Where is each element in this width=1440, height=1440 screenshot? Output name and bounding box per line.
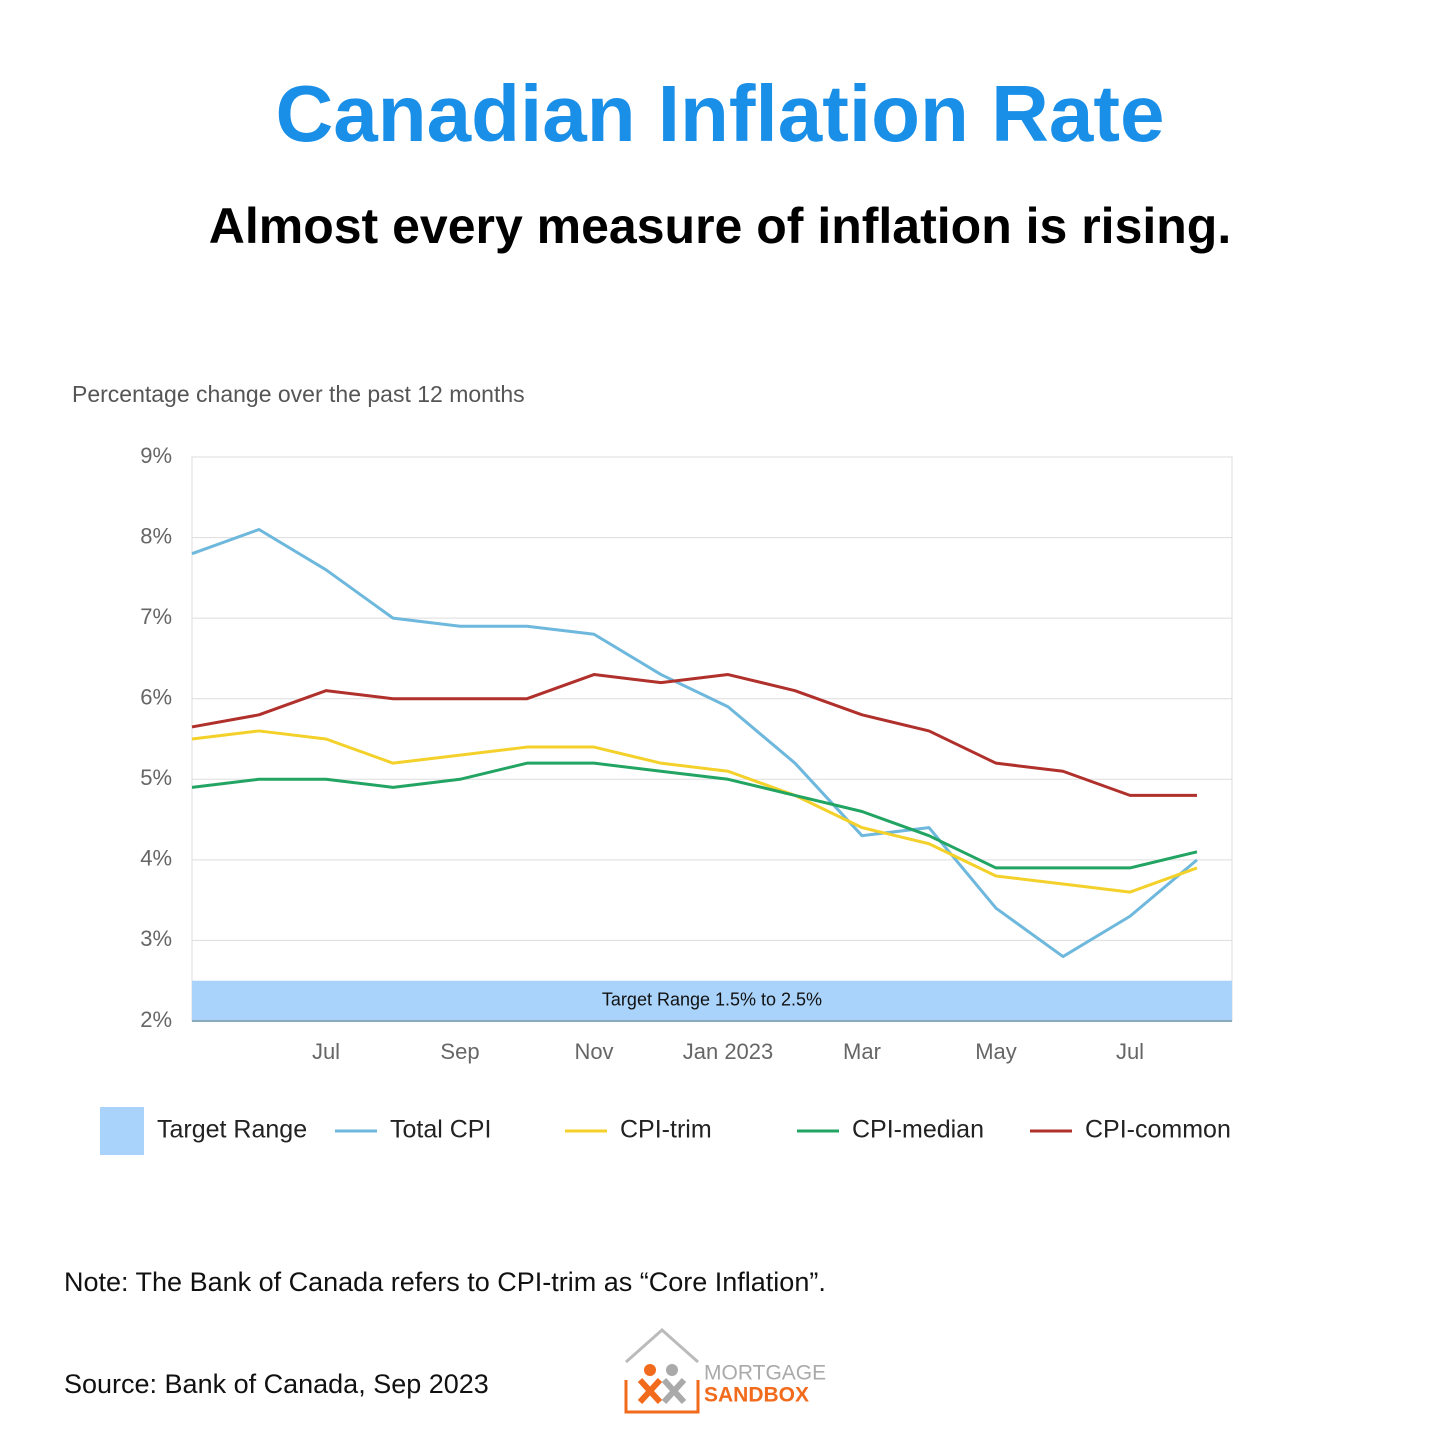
x-tick-label: Jul <box>312 1039 340 1064</box>
y-axis-label: Percentage change over the past 12 month… <box>72 381 525 407</box>
logo-base <box>624 1380 700 1414</box>
line <box>191 673 1197 797</box>
y-tick-label: 9% <box>140 443 172 468</box>
logo-x <box>637 1377 663 1405</box>
legend-swatch <box>100 1107 144 1155</box>
logo-roof <box>625 1327 699 1364</box>
plot-border <box>191 456 1233 1022</box>
y-tick-label: 7% <box>140 604 172 629</box>
legend-label: Total CPI <box>390 1116 491 1144</box>
note: Note: The Bank of Canada refers to CPI-t… <box>64 1267 826 1297</box>
legend-label: CPI-trim <box>620 1116 712 1144</box>
legend-label: CPI-common <box>1085 1116 1231 1144</box>
logo-x <box>661 1377 687 1405</box>
subtitle: Almost every measure of inflation is ris… <box>209 198 1232 254</box>
line <box>191 761 1198 870</box>
x-tick-label: Jan 2023 <box>683 1039 774 1064</box>
logo: MORTGAGE SANDBOX <box>624 1327 826 1414</box>
y-tick-label: 4% <box>140 846 172 871</box>
x-tick-label: May <box>975 1039 1017 1064</box>
logo-person <box>666 1364 678 1376</box>
y-tick-label: 5% <box>140 765 172 790</box>
logo-text: MORTGAGE <box>704 1362 826 1385</box>
line <box>191 528 1198 959</box>
x-tick-label: Sep <box>440 1039 479 1064</box>
x-tick-label: Jul <box>1116 1039 1144 1064</box>
y-tick-label: 2% <box>140 1007 172 1032</box>
line <box>191 729 1198 894</box>
target-band <box>192 980 1232 1021</box>
logo-text: SANDBOX <box>704 1384 809 1407</box>
y-tick-label: 6% <box>140 685 172 710</box>
logo-person <box>644 1364 656 1376</box>
legend-label: Target Range <box>157 1116 307 1144</box>
band-label: Target Range 1.5% to 2.5% <box>602 990 822 1010</box>
title: Canadian Inflation Rate <box>276 69 1165 158</box>
legend-label: CPI-median <box>852 1116 984 1144</box>
y-tick-label: 8% <box>140 523 172 548</box>
x-tick-label: Nov <box>574 1039 613 1064</box>
y-tick-label: 3% <box>140 926 172 951</box>
x-tick-label: Mar <box>843 1039 881 1064</box>
source: Source: Bank of Canada, Sep 2023 <box>64 1369 489 1399</box>
